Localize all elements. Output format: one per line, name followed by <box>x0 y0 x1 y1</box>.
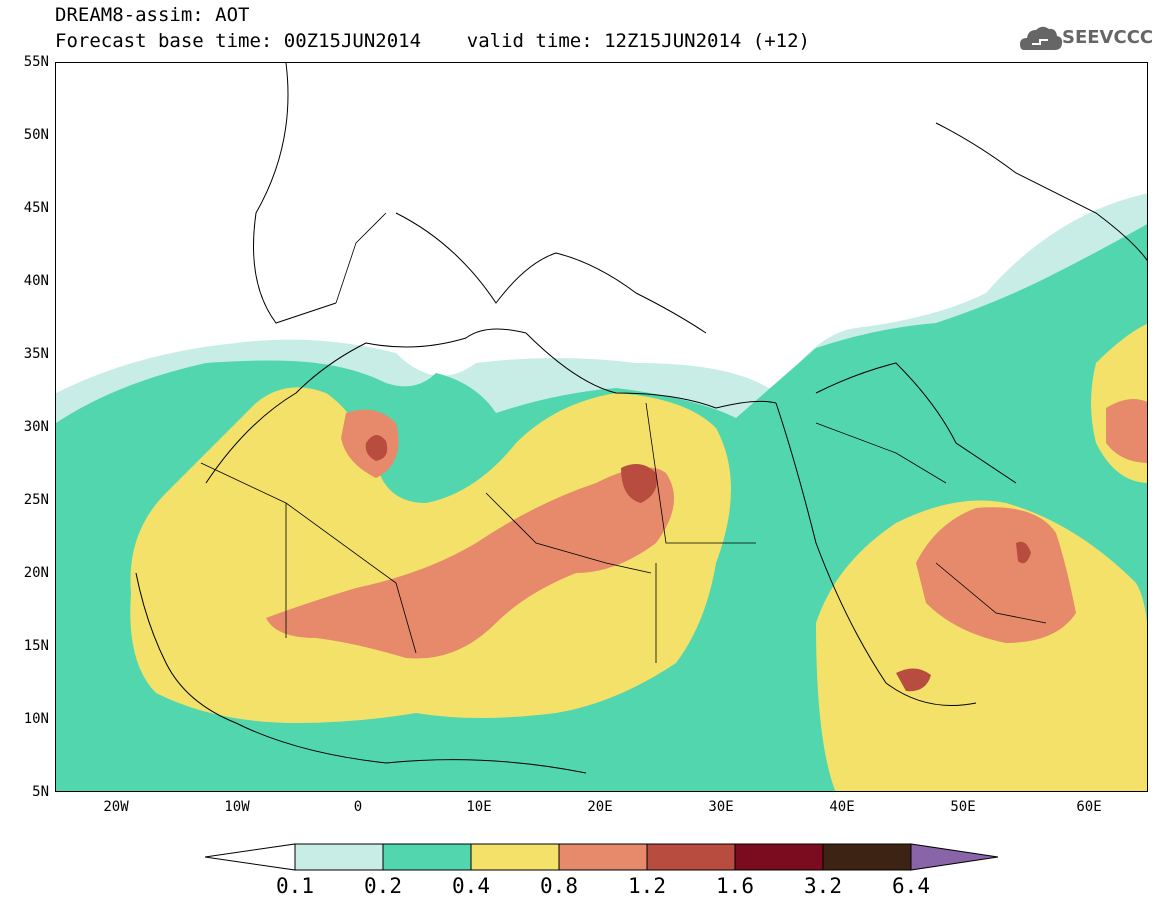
aot-band-0.4 <box>130 387 731 723</box>
coastlines <box>135 63 1147 774</box>
colorbar-label: 0.2 <box>364 874 402 898</box>
aot-contour-map <box>56 63 1147 791</box>
lat-label: 10N <box>23 711 49 727</box>
map-title: DREAM8-assim: AOT <box>55 4 250 26</box>
aot-band-0.8-arabia <box>916 507 1076 643</box>
aot-band-1.2-yemen <box>896 668 931 692</box>
colorbar-segment <box>205 843 296 871</box>
colorbar-segment <box>910 843 999 871</box>
colorbar-label: 0.8 <box>540 874 578 898</box>
lat-label: 45N <box>23 200 49 216</box>
lon-label: 50E <box>950 799 976 815</box>
colorbar-segment <box>822 843 912 871</box>
aot-band-1.2 <box>365 434 388 461</box>
lat-label: 30N <box>23 419 49 435</box>
lat-label: 35N <box>23 346 49 362</box>
lon-label: 40E <box>829 799 855 815</box>
lon-label: 0 <box>353 799 363 815</box>
lon-label: 10W <box>224 799 250 815</box>
colorbar-label: 0.4 <box>452 874 490 898</box>
lat-label: 5N <box>32 784 49 800</box>
colorbar-label: 1.2 <box>628 874 666 898</box>
colorbar-segment <box>558 843 648 871</box>
colorbar-segment <box>646 843 736 871</box>
lon-label: 10E <box>466 799 492 815</box>
lat-label: 50N <box>23 127 49 143</box>
lat-label: 25N <box>23 492 49 508</box>
lon-label: 30E <box>708 799 734 815</box>
logo-text: SEEVCCC <box>1062 27 1154 48</box>
lat-label: 55N <box>23 54 49 70</box>
lon-label: 20E <box>587 799 613 815</box>
colorbar-label: 1.6 <box>716 874 754 898</box>
lat-label: 20N <box>23 565 49 581</box>
aot-band-0.8-ne <box>1106 399 1147 463</box>
aot-colorbar <box>205 843 999 871</box>
colorbar-label: 0.1 <box>276 874 314 898</box>
lat-label: 15N <box>23 638 49 654</box>
forecast-time-line: Forecast base time: 00Z15JUN2014 valid t… <box>55 30 810 52</box>
colorbar-segment <box>382 843 472 871</box>
colorbar-label: 6.4 <box>892 874 930 898</box>
colorbar-segment <box>470 843 560 871</box>
lon-label: 20W <box>103 799 129 815</box>
colorbar-segment <box>734 843 824 871</box>
aot-band-0.8 <box>266 467 674 659</box>
cloud-logo-icon <box>1020 26 1063 50</box>
aot-band-1.2-oman <box>1016 541 1031 564</box>
colorbar-label: 3.2 <box>804 874 842 898</box>
aot-map <box>55 62 1148 792</box>
borders <box>200 212 1047 663</box>
aot-band-1.2-libya <box>621 464 657 503</box>
colorbar-segment <box>294 843 384 871</box>
lat-label: 40N <box>23 273 49 289</box>
lon-label: 60E <box>1076 799 1102 815</box>
